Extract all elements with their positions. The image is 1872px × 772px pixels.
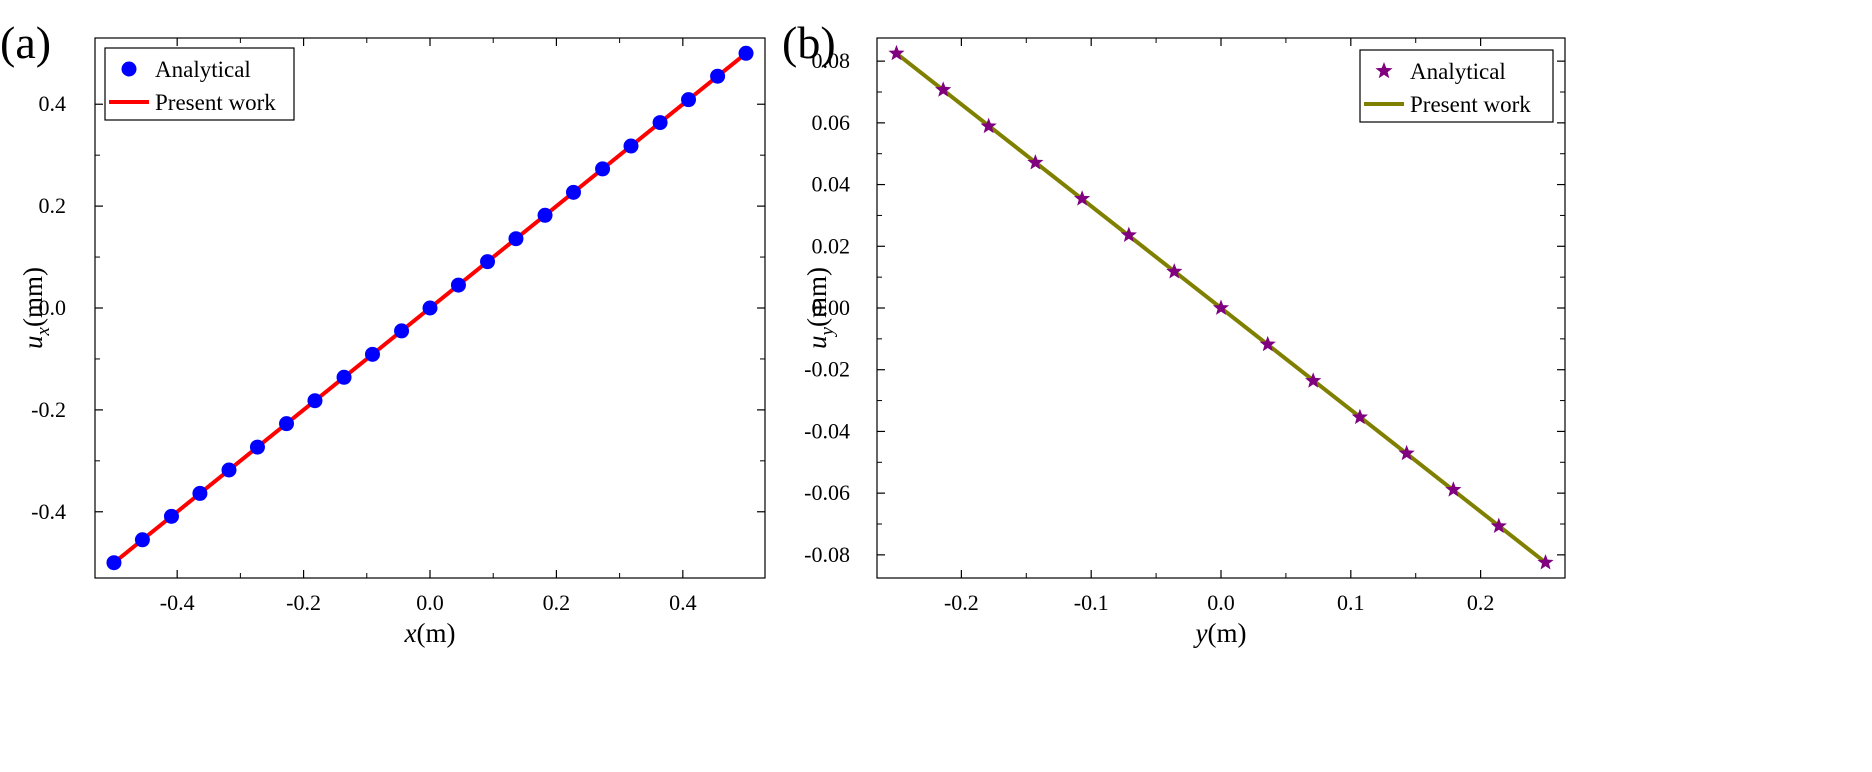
chart-b-marker-point bbox=[1305, 372, 1322, 388]
chart-b-xtick-label: -0.1 bbox=[1074, 590, 1109, 615]
chart-b-xtick-label: 0.0 bbox=[1207, 590, 1235, 615]
chart-b-ytick-label: 0.06 bbox=[812, 110, 851, 135]
chart-b-marker-point bbox=[980, 117, 997, 134]
chart-b-ytick-label: 0.02 bbox=[812, 233, 851, 258]
chart-b-legend-label: Analytical bbox=[1410, 59, 1506, 84]
chart-a-marker-point bbox=[336, 369, 352, 385]
chart-b-ytick-label: -0.06 bbox=[804, 480, 850, 505]
chart-b-xtick-label: -0.2 bbox=[944, 590, 979, 615]
chart-a-marker-point bbox=[565, 184, 581, 200]
chart-a-legend-label: Analytical bbox=[155, 57, 251, 82]
chart-a-xtick-label: 0.2 bbox=[543, 590, 571, 615]
chart-a-marker-point bbox=[623, 138, 639, 154]
chart-a-marker-point bbox=[249, 439, 265, 455]
chart-b-ytick-label: 0.04 bbox=[812, 172, 851, 197]
chart-a-marker-point bbox=[134, 532, 150, 548]
chart-a-marker-point bbox=[192, 485, 208, 501]
chart-b-marker-point bbox=[1027, 154, 1044, 170]
chart-b-marker-point bbox=[1445, 481, 1462, 497]
chart-b-legend-box bbox=[1359, 49, 1554, 123]
chart-b-marker-point bbox=[1490, 517, 1507, 534]
chart-b-ylabel: uy(mm) bbox=[802, 267, 838, 349]
chart-b-xlabel-var: y bbox=[1193, 618, 1208, 648]
chart-a-marker-point bbox=[422, 300, 438, 316]
chart-a-marker-point bbox=[710, 68, 726, 84]
chart-a-ylabel-sub: x bbox=[33, 326, 54, 336]
chart-a-marker-point bbox=[537, 207, 553, 223]
chart-a-panel-label: (a) bbox=[0, 17, 51, 68]
chart-a-ylabel-var: u bbox=[18, 335, 48, 349]
chart-b-xlabel: y(m) bbox=[1193, 618, 1247, 648]
chart-a-marker-point bbox=[163, 508, 179, 524]
chart-a-marker-point bbox=[480, 254, 496, 270]
chart-b-ytick-label: -0.02 bbox=[804, 357, 850, 382]
chart-b-marker-point bbox=[1351, 408, 1368, 425]
chart-a-xtick-label: -0.4 bbox=[160, 590, 195, 615]
chart-b: (b) -0.2 -0.1 0.0 0.1 0.2 0.08 0.06 0.04 0.02 0.00… bbox=[782, 17, 1566, 648]
chart-a-ylabel: ux(mm) bbox=[18, 267, 54, 349]
chart-a-xtick-label: -0.2 bbox=[286, 590, 321, 615]
chart-a-legend-box bbox=[104, 47, 295, 121]
chart-b-ylabel-var: u bbox=[802, 335, 832, 349]
chart-b-ylabel-unit: (mm) bbox=[802, 267, 832, 327]
chart-b-marker-point bbox=[1120, 226, 1137, 243]
chart-b-xlabel-unit: (m) bbox=[1208, 618, 1247, 648]
chart-a: (a)-0.4 -0.2 0.0 0.2 0.4-0.4-0.20.00.20.4x(m… bbox=[0, 17, 766, 648]
chart-a-marker-point bbox=[681, 92, 697, 108]
chart-b-xtick-label: 0.2 bbox=[1467, 590, 1495, 615]
chart-a-xlabel: x(m) bbox=[404, 618, 456, 648]
chart-a-xtick-label: 0.4 bbox=[669, 590, 697, 615]
chart-a-marker-point bbox=[364, 346, 380, 362]
chart-b-marker-point bbox=[888, 44, 905, 61]
chart-a-ytick-label: 0.4 bbox=[39, 91, 67, 116]
chart-b-ytick-label: 0.00 bbox=[812, 295, 851, 320]
chart-b-ylabel-sub: y bbox=[817, 326, 838, 337]
chart-b-marker-point bbox=[1074, 190, 1091, 206]
chart-b-marker-point bbox=[935, 81, 952, 97]
chart-a-ytick-label: 0.0 bbox=[39, 295, 67, 320]
chart-b-marker-point bbox=[1537, 554, 1554, 570]
chart-a-marker-point bbox=[450, 277, 466, 293]
chart-b-ytick-label: -0.08 bbox=[804, 542, 850, 567]
chart-b-legend-label: Present work bbox=[1410, 92, 1531, 117]
chart-a-marker-point bbox=[221, 462, 237, 478]
chart-b-ytick-label: 0.08 bbox=[812, 48, 851, 73]
chart-a-marker-point bbox=[508, 231, 524, 247]
chart-a-marker-point bbox=[307, 393, 323, 409]
chart-a-marker-point bbox=[394, 323, 410, 339]
chart-b-panel-label: (b) bbox=[782, 17, 836, 68]
chart-b-legend-marker-swatch bbox=[1375, 62, 1393, 79]
chart-b-marker-point bbox=[1212, 299, 1230, 315]
chart-b-marker-point bbox=[1166, 263, 1183, 279]
chart-a-ytick-label: -0.4 bbox=[31, 499, 66, 524]
chart-a-xlabel-var: x bbox=[404, 618, 417, 648]
chart-b-marker-point bbox=[1259, 335, 1276, 352]
chart-a-legend-label: Present work bbox=[155, 90, 276, 115]
chart-a-marker-point bbox=[738, 45, 754, 61]
chart-a-marker-point bbox=[652, 115, 668, 131]
chart-a-marker-point bbox=[279, 416, 295, 432]
chart-b-xtick-label: 0.1 bbox=[1337, 590, 1365, 615]
chart-a-ytick-label: 0.2 bbox=[39, 193, 67, 218]
chart-a-marker-point bbox=[595, 161, 611, 177]
chart-a-marker-point bbox=[106, 555, 122, 571]
chart-a-ytick-label: -0.2 bbox=[31, 397, 66, 422]
chart-b-marker-point bbox=[1398, 444, 1415, 461]
chart-a-legend-marker-swatch bbox=[121, 61, 137, 77]
chart-b-ytick-label: -0.04 bbox=[804, 418, 850, 443]
chart-a-ylabel-unit: (mm) bbox=[18, 267, 48, 327]
chart-a-xlabel-unit: (m) bbox=[417, 618, 456, 648]
chart-a-xtick-label: 0.0 bbox=[416, 590, 444, 615]
